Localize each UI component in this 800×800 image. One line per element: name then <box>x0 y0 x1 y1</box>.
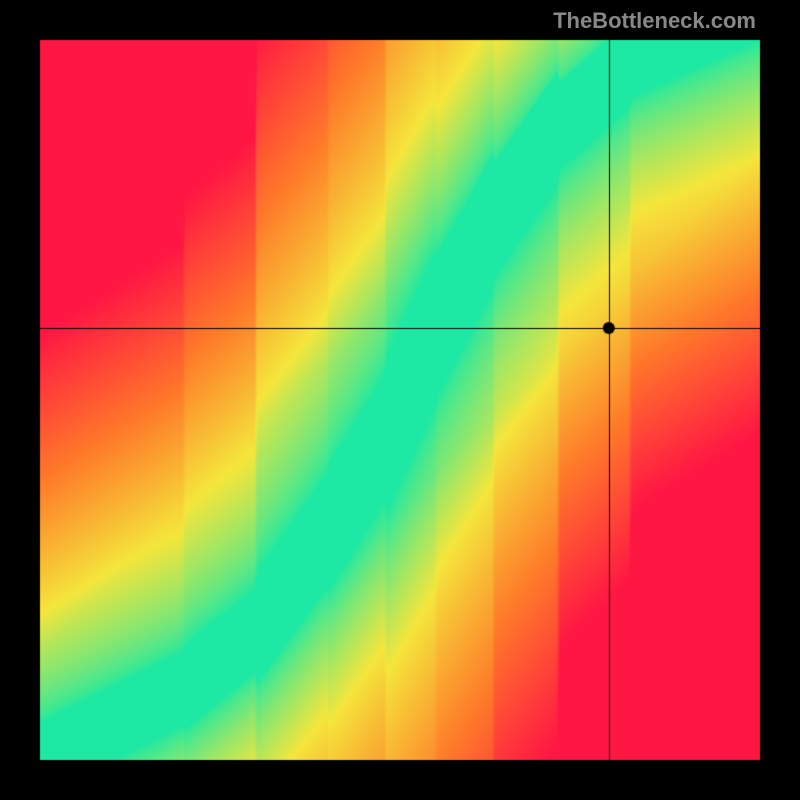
watermark-text: TheBottleneck.com <box>553 8 756 34</box>
bottleneck-heatmap <box>0 0 800 800</box>
